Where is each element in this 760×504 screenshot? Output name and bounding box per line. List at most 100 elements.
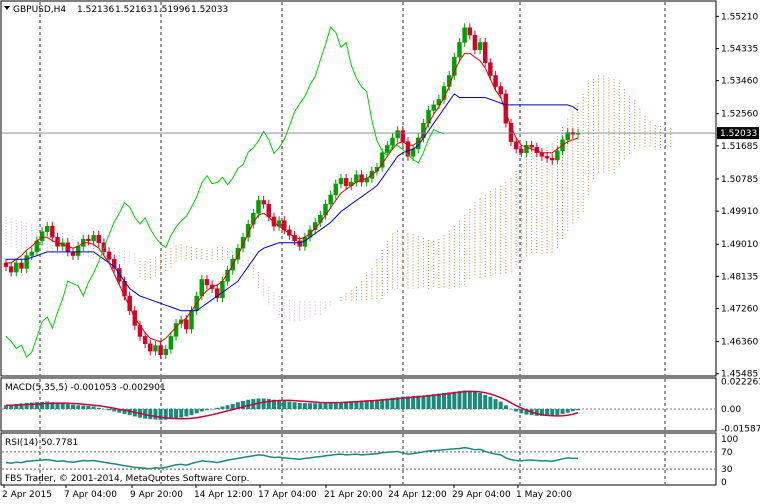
macd-histogram-bar [380,399,385,410]
macd-histogram-bar [509,409,514,410]
candle-body [14,262,19,273]
indicator-lines [2,26,715,358]
rsi-title: RSI(14) 50.7781 [5,438,78,448]
macd-histogram-bar [292,402,297,410]
macd-histogram-bar [447,392,452,410]
candle-body [385,145,390,153]
candle-body [86,238,91,242]
candle-body [240,236,246,249]
macd-histogram-bar [302,403,307,410]
candle-body [354,174,359,183]
current-price-box [717,127,759,140]
macd-histogram-bar [416,395,421,410]
macd-title: MACD(5,35,5) -0.001053 -0.002901 [5,383,166,393]
candle-body [215,288,220,299]
candle-body [513,141,519,150]
x-tick-label: 24 Apr 12:00 [388,490,447,500]
x-tick-label: 14 Apr 12:00 [194,490,253,500]
macd-histogram-bar [308,403,313,410]
macd-histogram-bar [86,405,91,410]
candle-body [493,75,498,87]
macd-histogram-bar [40,401,45,410]
macd-histogram-bar [426,394,431,410]
ichimoku-cloud [5,75,672,323]
candle-body [24,255,29,269]
macd-histogram-bar [514,409,519,412]
macd-histogram-bar [565,409,570,413]
candle-body [204,279,210,286]
y-tick-label: 1.49910 [721,207,758,217]
macd-histogram-bar [483,394,488,410]
candle-body [462,27,467,43]
macd-histogram-bar [122,409,127,414]
candle-body [519,148,524,153]
macd-histogram-bar [349,401,354,410]
macd-histogram-bar [364,400,369,410]
macd-histogram-bar [385,398,390,410]
candle-body [168,336,174,350]
macd-histogram-bar [442,392,447,410]
candle-body [472,34,478,51]
macd-histogram-bar [230,404,235,410]
macd-histogram-bar [4,405,8,410]
candle-body [452,56,457,76]
macd-histogram-bar [107,409,112,411]
axes-labels: 1.55210 1.54335 1.53460 1.52560 1.51685 1.507… [2,12,759,500]
macd-histogram-bar [539,409,544,416]
macd-histogram-bar [405,396,410,410]
macd-histogram-bar [503,405,508,410]
candle-body [29,251,35,256]
chart-symbol: GBPUSD,H4 [13,5,66,15]
macd-histogram-bar [467,390,472,410]
macd-histogram-bar [117,409,122,413]
macd-histogram-bar [34,402,39,410]
candle-body [524,145,529,153]
macd-histogram-bar [225,405,230,410]
macd-histogram-bar [29,402,34,410]
macd-histogram-bar [81,405,86,410]
rsi-y-tick-label: 30 [721,465,733,475]
macd-histogram-bar [179,409,184,418]
y-tick-label: 1.46360 [721,338,758,348]
candle-body [338,178,344,185]
candle-body [148,343,153,352]
candle-body [498,86,503,95]
candle-body [446,75,452,87]
macd-histogram-bar [328,402,333,410]
macd-histogram-bar [158,409,163,420]
candle-body [359,174,364,183]
candle-body [318,214,323,223]
y-tick-label: 1.55210 [721,12,758,22]
candle-body [410,148,416,157]
candle-body [328,194,333,205]
candle-body [405,141,411,157]
candle-body [245,224,251,238]
macd-histogram-bar [282,400,287,410]
candle-body [220,281,225,299]
macd-histogram-bar [524,409,529,415]
macd-histogram-bar [220,406,225,410]
chikou-line [5,26,445,358]
candle-body [555,150,560,161]
rsi-indicator: 100 70 30 0 [2,435,738,488]
macd-signal-line [5,390,579,420]
macd-histogram-bar [318,403,323,410]
chart-close: 1.52033 [191,5,228,15]
candle-body [142,336,148,345]
x-tick-label: 9 Apr 20:00 [130,490,183,500]
macd-histogram-bar [576,409,580,411]
candle-body [19,262,24,269]
macd-histogram-bar [70,404,75,410]
x-tick-label: 7 Apr 04:00 [64,490,117,500]
macd-histogram-bar [153,409,158,420]
candle-body [163,349,168,356]
x-tick-label: 1 May 20:00 [516,490,572,500]
candle-body [508,123,514,142]
macd-histogram-bar [277,400,282,410]
y-tick-label: 1.45485 [721,370,758,380]
collapse-arrow-icon[interactable] [4,6,10,10]
rsi-y-tick-label: 0 [721,478,727,488]
macd-histogram-bar [452,391,457,410]
candle-body [544,156,550,159]
macd-panel-frame [0,377,717,432]
